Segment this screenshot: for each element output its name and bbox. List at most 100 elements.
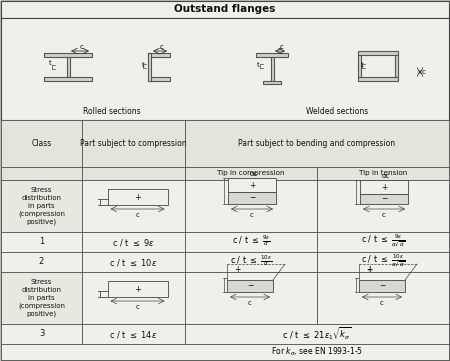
Bar — [148, 77, 170, 81]
Bar — [82, 324, 185, 344]
Bar — [360, 180, 408, 194]
Bar — [1, 18, 449, 120]
Text: Tip in compression: Tip in compression — [217, 170, 285, 177]
Bar — [317, 272, 449, 324]
Text: c / t $\leq$ $\frac{10\varepsilon}{\alpha}$: c / t $\leq$ $\frac{10\varepsilon}{\alph… — [230, 253, 272, 268]
Text: c: c — [382, 212, 386, 218]
Text: −: − — [249, 193, 255, 203]
Bar — [44, 77, 92, 81]
Bar — [1, 232, 82, 252]
Text: αc: αc — [382, 173, 390, 179]
Text: Outstand flanges: Outstand flanges — [174, 4, 276, 14]
Text: +: + — [134, 284, 141, 293]
Bar — [263, 81, 281, 84]
Text: −: − — [247, 282, 253, 291]
Text: (compression: (compression — [18, 303, 65, 309]
Text: Tip in tension: Tip in tension — [359, 170, 407, 177]
Text: +: + — [366, 265, 372, 274]
Text: c / t $\leq$ 14$\varepsilon$: c / t $\leq$ 14$\varepsilon$ — [109, 329, 158, 339]
Text: in parts: in parts — [28, 203, 55, 209]
Bar — [108, 189, 167, 205]
Text: +: + — [134, 192, 141, 201]
Text: −: − — [381, 195, 387, 204]
Text: Class: Class — [32, 139, 52, 148]
Text: c: c — [248, 300, 252, 306]
Bar — [358, 51, 398, 55]
Bar — [395, 55, 398, 77]
Bar — [82, 167, 185, 180]
Text: distribution: distribution — [22, 195, 62, 201]
Bar — [1, 344, 449, 360]
Text: −: − — [379, 282, 385, 291]
Text: t: t — [142, 62, 144, 68]
Bar — [148, 53, 170, 57]
Text: 2: 2 — [39, 257, 44, 266]
Bar — [185, 167, 317, 180]
Text: c: c — [422, 69, 426, 75]
Bar — [228, 178, 276, 192]
Bar — [1, 120, 82, 167]
Bar — [67, 57, 69, 77]
Bar — [108, 281, 167, 297]
Bar — [317, 180, 449, 232]
Bar — [359, 280, 405, 292]
Bar — [228, 192, 276, 204]
Bar — [1, 272, 82, 324]
Text: distribution: distribution — [22, 287, 62, 293]
Text: t: t — [360, 62, 364, 68]
Text: c / t $\leq$ 21$\varepsilon_1\sqrt{k_\sigma}$: c / t $\leq$ 21$\varepsilon_1\sqrt{k_\si… — [282, 326, 352, 342]
Bar — [256, 53, 288, 57]
Text: Part subject to compression: Part subject to compression — [80, 139, 187, 148]
Bar — [82, 252, 185, 272]
Text: c: c — [135, 212, 140, 218]
Bar — [185, 120, 449, 167]
Text: Stress: Stress — [31, 187, 52, 193]
Text: Welded sections: Welded sections — [306, 108, 368, 117]
Text: c / t $\leq$ 9$\varepsilon$: c / t $\leq$ 9$\varepsilon$ — [112, 236, 155, 248]
Bar — [317, 232, 449, 252]
Bar — [360, 194, 408, 204]
Text: Rolled sections: Rolled sections — [83, 108, 141, 117]
Text: c: c — [380, 300, 384, 306]
Text: c: c — [80, 44, 84, 50]
Text: in parts: in parts — [28, 295, 55, 301]
Bar — [185, 252, 317, 272]
Bar — [185, 232, 317, 252]
Bar — [358, 77, 398, 81]
Bar — [185, 272, 317, 324]
Bar — [1, 167, 82, 180]
Bar — [1, 180, 82, 232]
Text: αc: αc — [250, 171, 258, 177]
Bar — [317, 167, 449, 180]
Text: positive): positive) — [27, 219, 57, 225]
Text: 1: 1 — [39, 238, 44, 247]
Bar — [317, 252, 449, 272]
Bar — [1, 324, 82, 344]
Text: t: t — [256, 62, 259, 68]
Text: c: c — [135, 304, 140, 310]
Text: t: t — [49, 60, 51, 66]
Bar — [227, 280, 273, 292]
Text: +: + — [381, 183, 387, 191]
Bar — [82, 272, 185, 324]
Bar — [1, 252, 82, 272]
Text: positive): positive) — [27, 311, 57, 317]
Text: +: + — [234, 265, 240, 274]
Text: Part subject to bending and compression: Part subject to bending and compression — [238, 139, 396, 148]
Text: For $k_\sigma$, see EN 1993-1-5: For $k_\sigma$, see EN 1993-1-5 — [271, 346, 363, 358]
Text: 3: 3 — [39, 330, 44, 339]
Text: c: c — [160, 44, 164, 50]
Text: c / t $\leq$ $\frac{9\varepsilon}{\alpha\sqrt{\alpha}}$: c / t $\leq$ $\frac{9\varepsilon}{\alpha… — [361, 232, 405, 249]
Bar — [1, 1, 449, 18]
Bar — [44, 53, 92, 57]
Text: c: c — [250, 212, 254, 218]
Bar — [148, 53, 151, 81]
Text: c / t $\leq$ 10$\varepsilon$: c / t $\leq$ 10$\varepsilon$ — [109, 257, 158, 268]
Text: c / t $\leq$ $\frac{9\varepsilon}{\alpha}$: c / t $\leq$ $\frac{9\varepsilon}{\alpha… — [232, 233, 270, 248]
Text: (compression: (compression — [18, 211, 65, 217]
Bar — [82, 180, 185, 232]
Bar — [82, 120, 185, 167]
Bar — [270, 57, 274, 81]
Text: +: + — [249, 180, 255, 190]
Bar — [358, 55, 361, 77]
